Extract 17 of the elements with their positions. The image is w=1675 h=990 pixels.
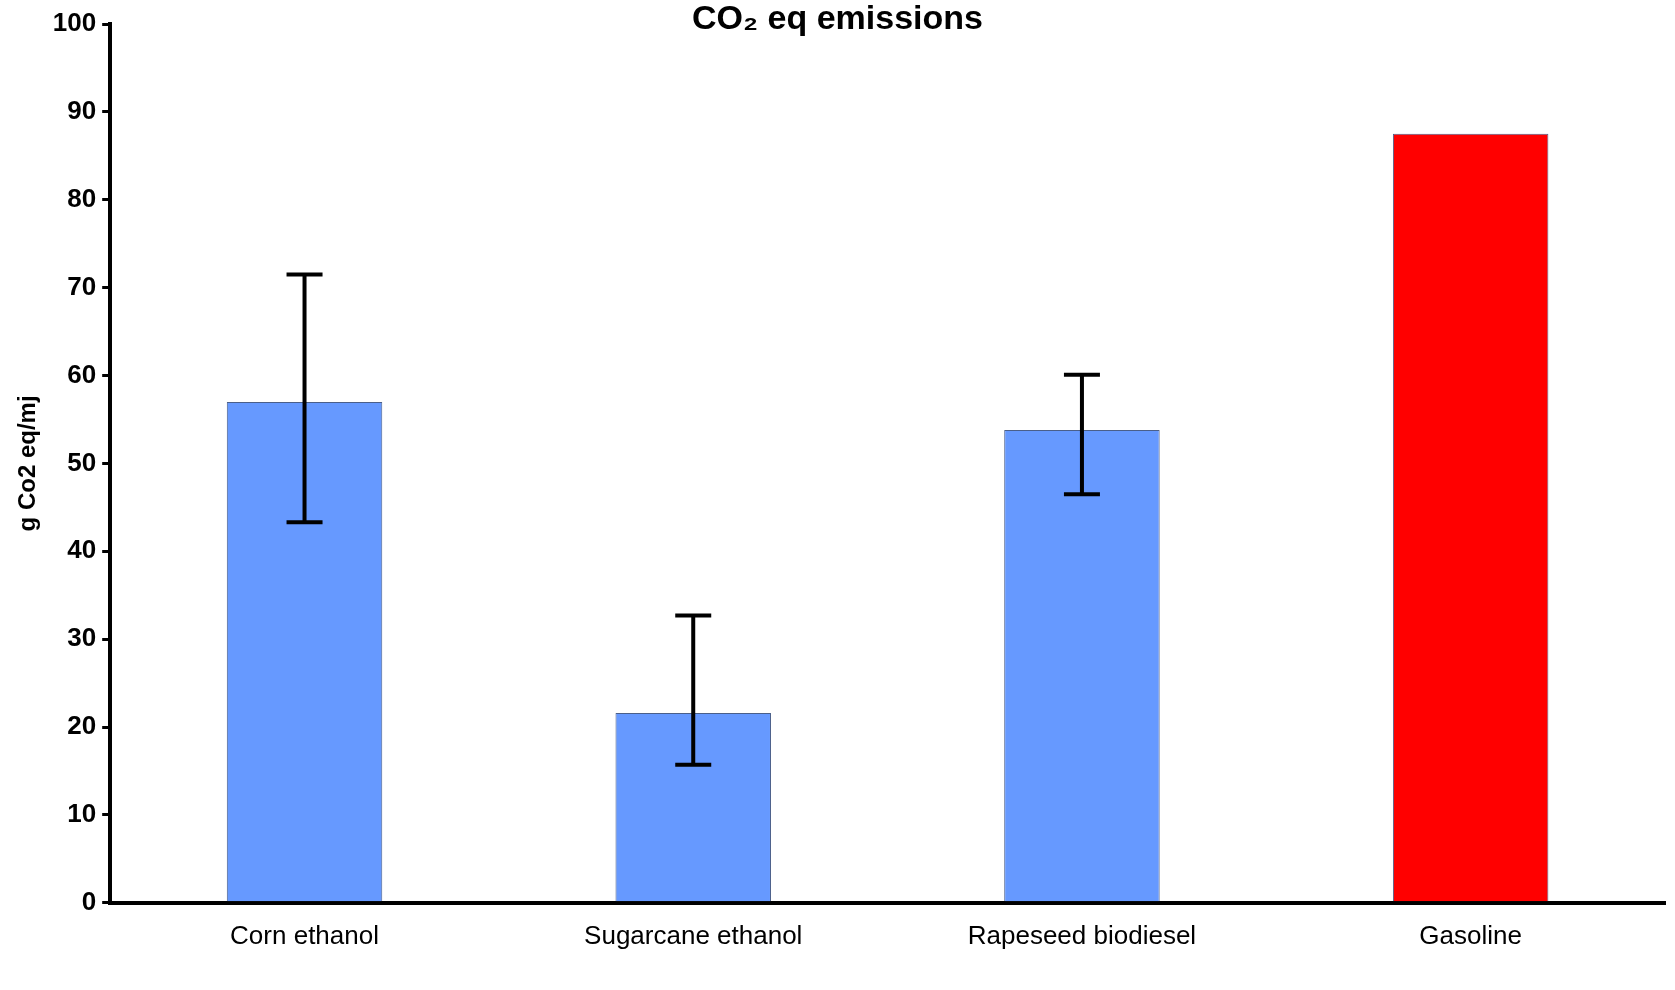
x-tick-label: Gasoline [1419,919,1522,950]
y-tick-label: 90 [67,95,97,126]
y-tick-label: 30 [67,622,97,653]
y-tick-label: 20 [67,710,97,741]
y-tick-label: 40 [67,534,97,565]
y-tick-label: 100 [52,7,97,38]
y-axis-title: g Co2 eq/mj [13,395,41,532]
chart-title: CO₂ eq emissions [692,0,983,36]
y-tick-label: 10 [67,798,97,829]
y-tick-label: 50 [67,446,97,477]
y-tick-label: 70 [67,270,97,301]
x-tick-label: Rapeseed biodiesel [967,919,1197,950]
x-tick-label: Sugarcane ethanol [584,919,803,950]
y-tick-label: 80 [67,182,97,213]
x-tick-label: Corn ethanol [230,919,379,950]
y-tick-label: 0 [81,885,97,916]
y-tick-label: 60 [67,358,97,389]
